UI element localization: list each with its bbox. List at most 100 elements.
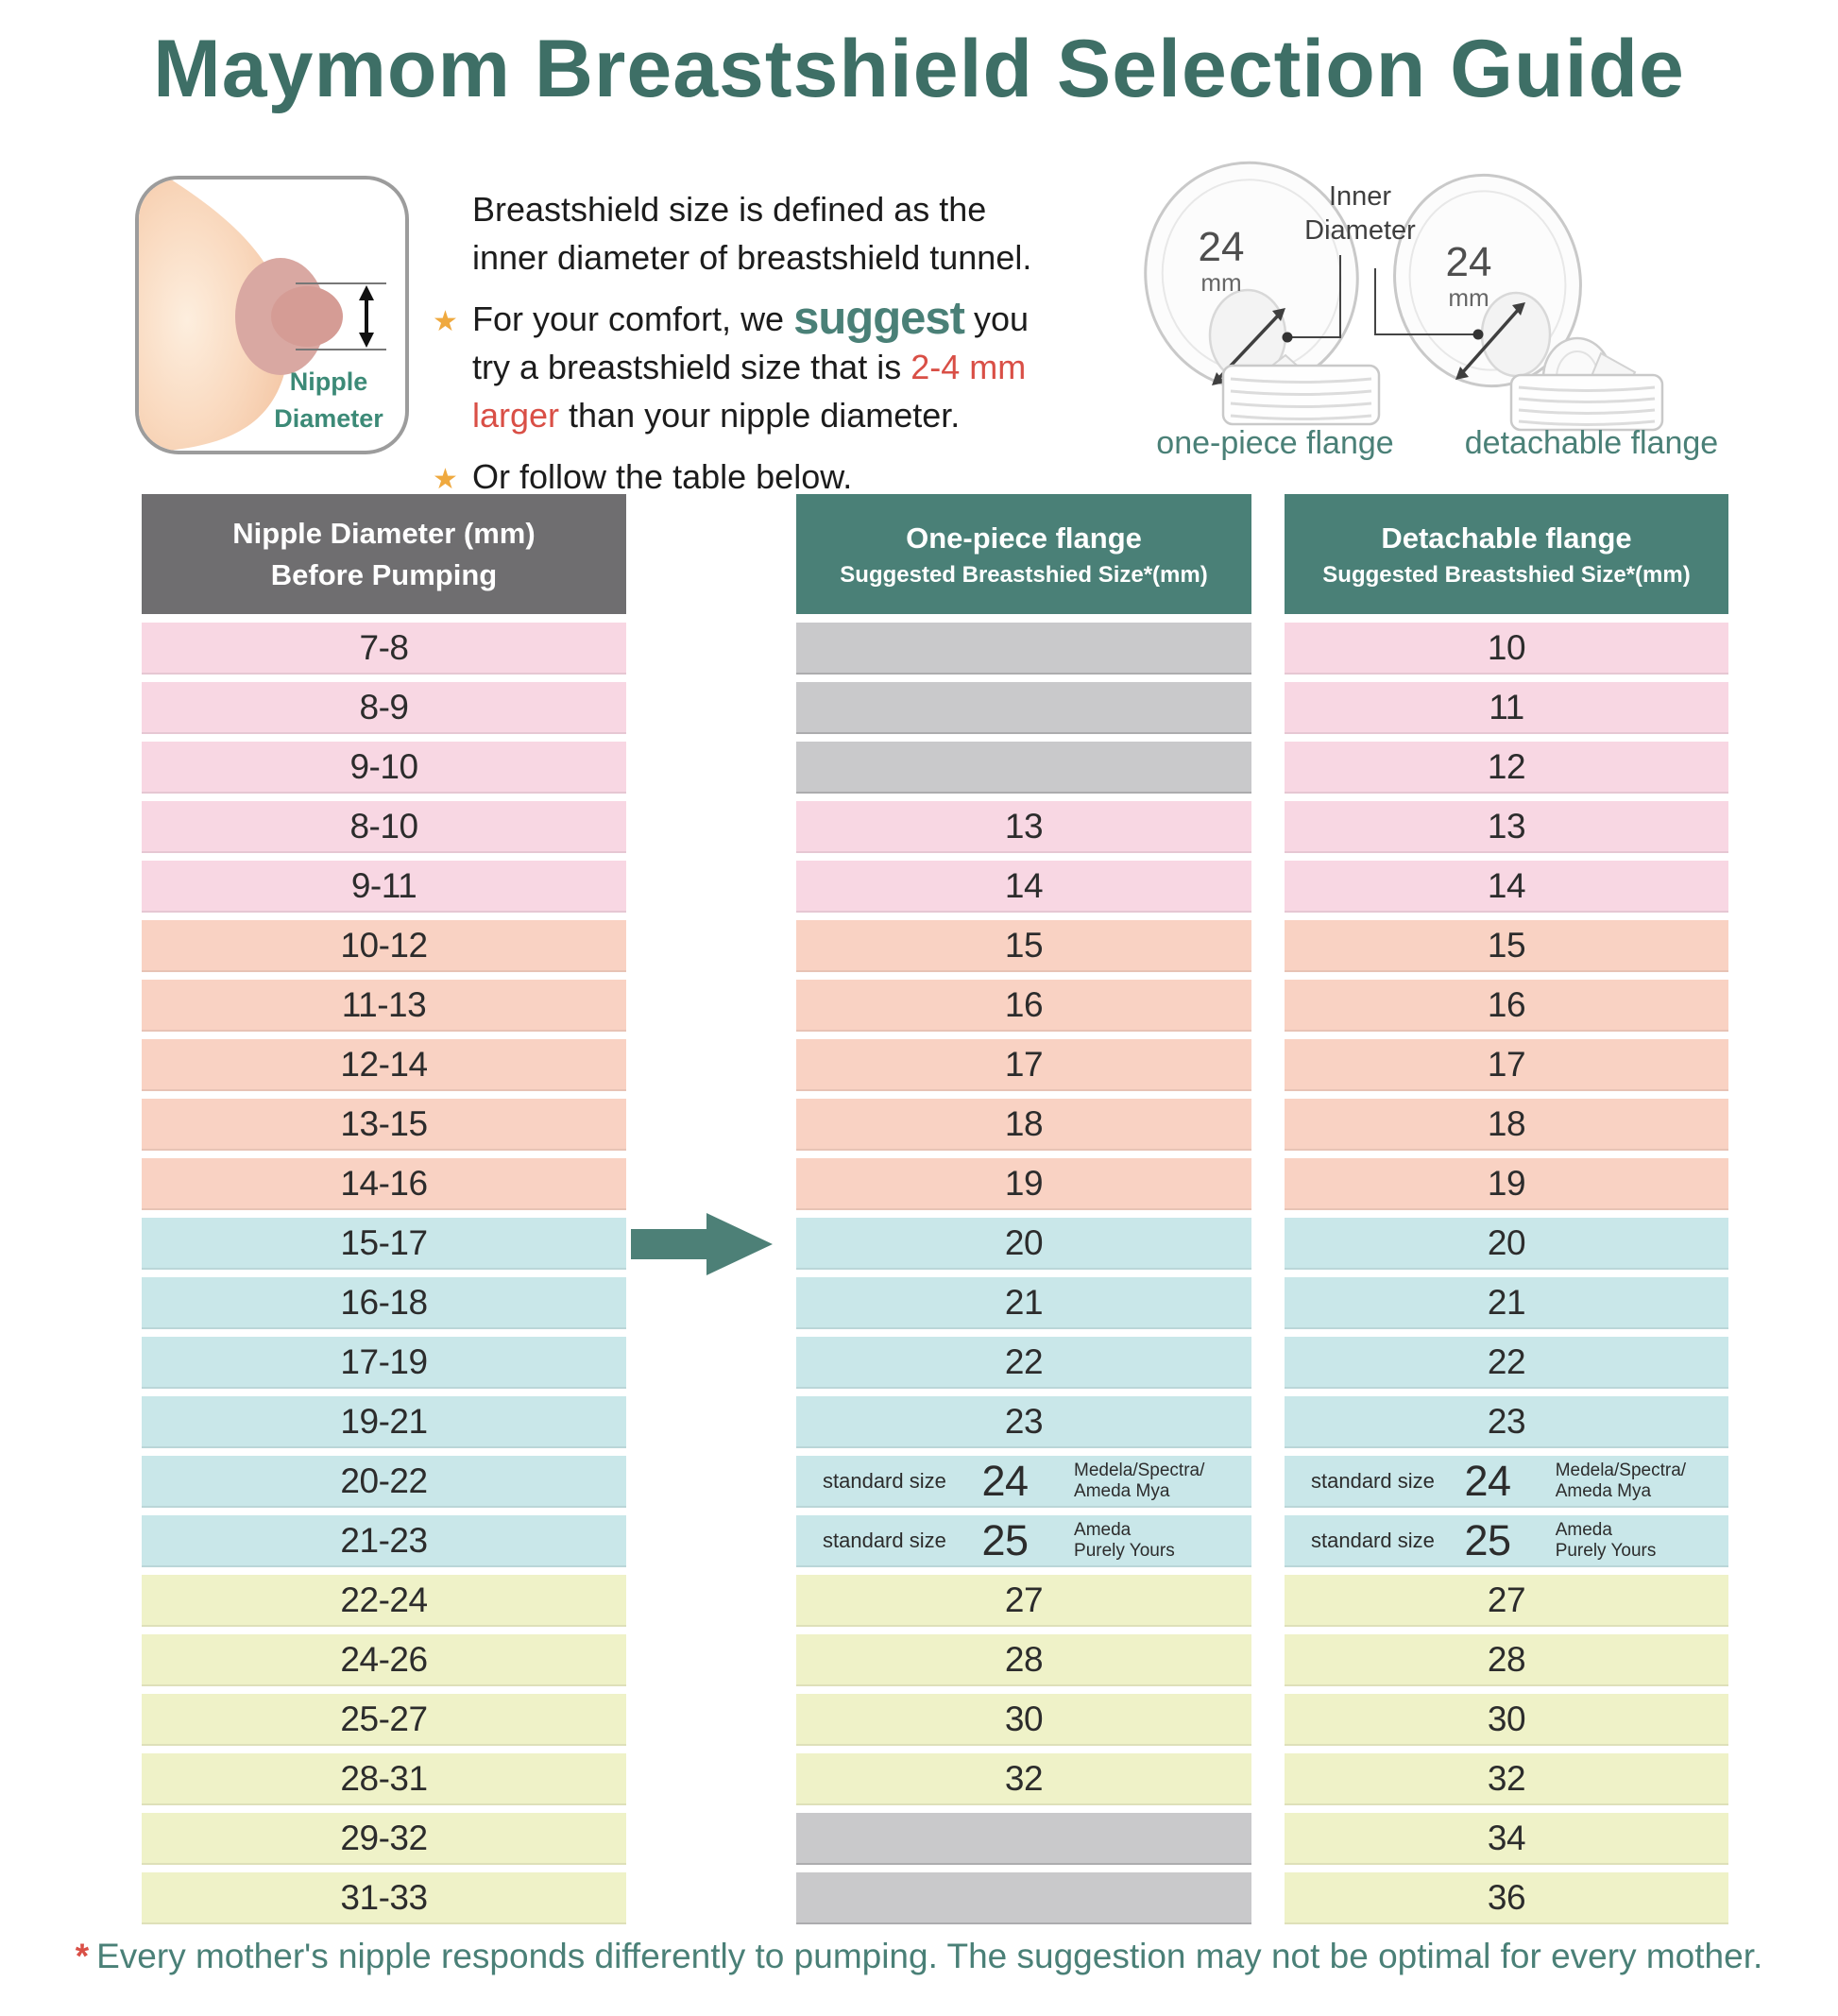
table-cell-size: 12 [1285,742,1728,794]
intro-bullet-2: ★ Or follow the table below. [433,453,1150,501]
size-value: 24 [1445,239,1492,285]
table-cell-size: 13 [796,801,1251,853]
header-line2: Before Pumping [270,557,498,591]
table-cell-standard-size: standard size 25 Ameda Purely Yours [1285,1515,1728,1567]
intro-line-1: Breastshield size is defined as the [433,185,1150,233]
table-row-nipple: 17-19 [142,1337,626,1389]
star-icon: ★ [433,464,458,495]
table-cell-size: 30 [1285,1694,1728,1746]
column-one-piece-flange: One-piece flange Suggested Breastshied S… [796,494,1251,1932]
arrow-right-icon [631,1213,773,1275]
brand-line: Medela/Spectra/ [1074,1460,1205,1480]
table-cell-size: 14 [796,861,1251,913]
size-value: 24 [1464,1456,1511,1505]
table-row-nipple: 13-15 [142,1099,626,1151]
one-piece-flange-label: one-piece flange [1156,425,1394,461]
table-cell-size: 21 [1285,1277,1728,1329]
table-cell-size: 17 [796,1039,1251,1091]
detachable-header: Detachable flange Suggested Breastshied … [1285,494,1728,614]
table-row-nipple: 7-8 [142,623,626,675]
table-row-nipple: 9-11 [142,861,626,913]
detachable-flange-label: detachable flange [1464,425,1719,461]
inner-diameter-line2: Diameter [1304,215,1416,246]
table-cell-size: 15 [796,920,1251,972]
table-row-nipple: 10-12 [142,920,626,972]
table-cell-size: 19 [1285,1158,1728,1210]
table-cell-size: 28 [796,1634,1251,1686]
nipple-label-line1: Nipple [289,367,368,396]
table-cell-size: 20 [796,1218,1251,1270]
standard-size-label: standard size [823,1468,946,1493]
table-cell-standard-size: standard size 24 Medela/Spectra/ Ameda M… [1285,1456,1728,1508]
table-row-nipple: 15-17 [142,1218,626,1270]
bullet1-suggest: suggest [793,293,965,344]
table-row-nipple: 11-13 [142,980,626,1032]
header-line2: Suggested Breastshied Size*(mm) [840,561,1208,588]
brand-line: Ameda Mya [1074,1480,1170,1501]
footnote: * Every mother's nipple responds differen… [0,1937,1838,1976]
table-cell-size: 17 [1285,1039,1728,1091]
table-cell-size: 13 [1285,801,1728,853]
table-row-nipple: 31-33 [142,1872,626,1924]
table-row-nipple: 8-9 [142,682,626,734]
table-row-nipple: 8-10 [142,801,626,853]
asterisk: * [75,1937,90,1975]
brand-line: Ameda [1555,1519,1612,1540]
size-value: 25 [981,1515,1029,1564]
intro-bullet-1-line-3: larger than your nipple diameter. [433,391,1150,439]
table-cell-size: 10 [1285,623,1728,675]
intro-bullet-1-line-2: try a breastshield size that is 2-4 mm [433,343,1150,391]
table-cell-size: 21 [796,1277,1251,1329]
table-cell-size: 18 [796,1099,1251,1151]
table-row-nipple: 21-23 [142,1515,626,1567]
brand-line: Ameda [1074,1519,1132,1540]
table-cell-size: 16 [1285,980,1728,1032]
table-row-nipple: 24-26 [142,1634,626,1686]
brand-names: Ameda Purely Yours [1556,1515,1657,1565]
table-cell-size: 15 [1285,920,1728,972]
header-line1: Detachable flange [1381,521,1632,555]
bullet1-l3-red: larger [472,396,560,435]
table-cell-size: 18 [1285,1099,1728,1151]
table-cell-size: 36 [1285,1872,1728,1924]
table-cell-size: 22 [796,1337,1251,1389]
brand-names: Medela/Spectra/ Ameda Mya [1074,1456,1204,1506]
size-value: 24 [1198,224,1245,270]
bullet1-l2-pre: try a breastshield size that is [472,348,911,386]
table-cell-size: 23 [796,1396,1251,1448]
table-row-nipple: 12-14 [142,1039,626,1091]
table-cell-empty [796,1872,1251,1924]
star-icon: ★ [433,306,458,337]
brand-line: Ameda Mya [1555,1480,1652,1501]
header-line1: One-piece flange [906,521,1142,555]
detachable-size-label: 24 mm [1417,239,1521,313]
table-cell-empty [796,742,1251,794]
table-cell-size: 14 [1285,861,1728,913]
table-cell-size: 27 [1285,1575,1728,1627]
table-cell-size: 32 [796,1753,1251,1805]
column-detachable-flange: Detachable flange Suggested Breastshied … [1285,494,1728,1932]
header-line2: Suggested Breastshied Size*(mm) [1322,561,1691,588]
nipple-diameter-figure: Nipple Diameter [135,176,409,454]
inner-diameter-label: Inner Diameter [1280,179,1440,248]
table-cell-size: 23 [1285,1396,1728,1448]
bullet1-pre: For your comfort, we [472,299,794,338]
table-row-nipple: 25-27 [142,1694,626,1746]
table-row-nipple: 16-18 [142,1277,626,1329]
footnote-text: Every mother's nipple responds different… [96,1937,1763,1975]
standard-size-label: standard size [823,1528,946,1552]
page-title: Maymom Breastshield Selection Guide [153,24,1685,114]
table-cell-empty [796,1813,1251,1865]
brand-line: Purely Yours [1555,1540,1657,1561]
table-row-nipple: 9-10 [142,742,626,794]
standard-size-label: standard size [1311,1468,1435,1493]
one-piece-size-label: 24 mm [1169,224,1273,298]
size-value: 25 [1464,1515,1511,1564]
brand-names: Ameda Purely Yours [1074,1515,1175,1565]
intro-line1-text: Breastshield size is defined as the [472,190,987,229]
flange-illustration [1144,161,1664,432]
table-cell-size: 20 [1285,1218,1728,1270]
table-cell-size: 19 [796,1158,1251,1210]
table-cell-size: 27 [796,1575,1251,1627]
standard-size-label: standard size [1311,1528,1435,1552]
